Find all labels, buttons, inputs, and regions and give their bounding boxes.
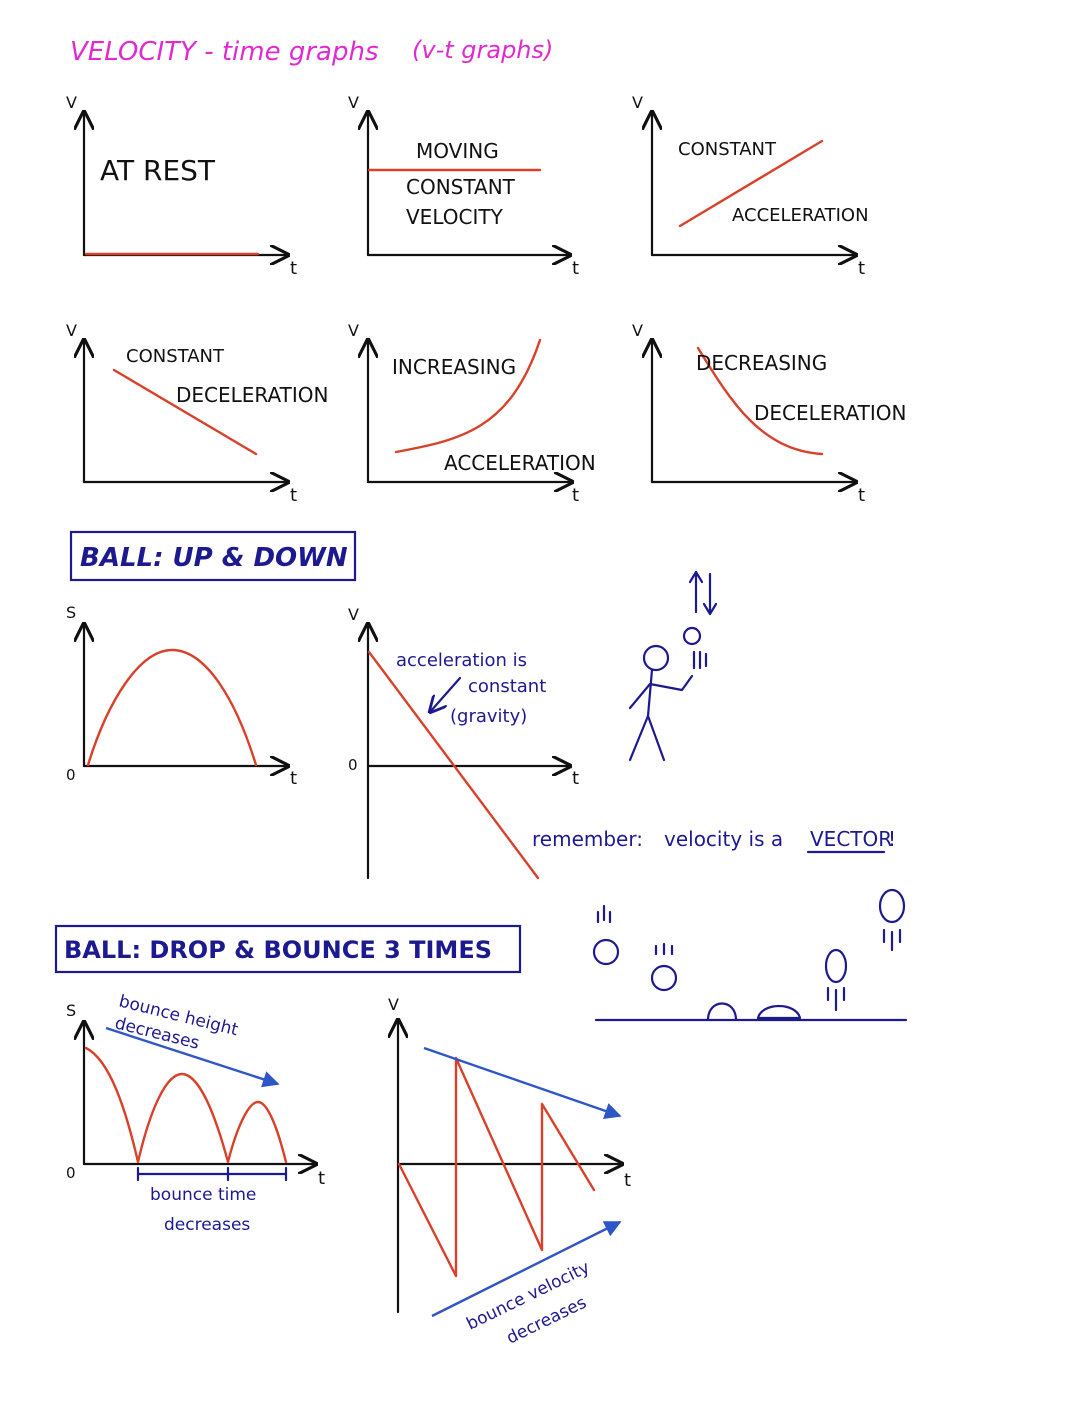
stick-figure-icon bbox=[628, 644, 694, 762]
ball-updown-heading-box bbox=[69, 530, 357, 582]
graph-at-rest: V t AT REST bbox=[66, 93, 297, 279]
v-axis-label: V bbox=[348, 93, 359, 112]
t-axis-label: t bbox=[572, 485, 579, 506]
ball-rising-2 bbox=[878, 888, 906, 924]
bounce-velocity-line bbox=[397, 1056, 596, 1278]
ball-falling-2 bbox=[650, 964, 678, 992]
t-axis-label: t bbox=[572, 768, 579, 789]
constant-label: CONSTANT bbox=[406, 175, 516, 199]
v-axis-label: V bbox=[632, 93, 643, 112]
v-axis-label: V bbox=[348, 605, 359, 624]
constant-label: CONSTANT bbox=[678, 139, 777, 160]
velocity-curve bbox=[394, 338, 542, 454]
bouncing-ball-sequence bbox=[592, 888, 908, 1022]
ball-bounce-heading-box bbox=[54, 924, 522, 974]
up-down-arrows-icon bbox=[688, 570, 718, 616]
page-title: VELOCITY - time graphs bbox=[70, 37, 379, 67]
page-subtitle: (v-t graphs) bbox=[412, 36, 553, 64]
constant-label: CONSTANT bbox=[126, 346, 225, 367]
graph-ball-velocity: V t 0 bbox=[348, 605, 579, 880]
v-axis-label: V bbox=[66, 93, 77, 112]
deceleration-label: DECELERATION bbox=[754, 401, 906, 425]
t-axis-label: t bbox=[290, 258, 297, 279]
motion-lines-icon bbox=[882, 928, 902, 952]
t-axis-label: t bbox=[572, 258, 579, 279]
velocity-line bbox=[367, 650, 540, 880]
velocity-decrease-arrow-bottom-icon bbox=[431, 1220, 622, 1318]
displacement-curve bbox=[86, 648, 258, 767]
note-arrow-icon bbox=[430, 676, 462, 712]
bounce-time-ruler bbox=[136, 1166, 288, 1182]
motion-lines-icon bbox=[596, 904, 612, 924]
graph-constant-velocity: V t MOVING CONSTANT VELOCITY bbox=[348, 93, 579, 279]
velocity-curve bbox=[696, 346, 824, 456]
t-axis-label: t bbox=[858, 485, 865, 506]
graph-constant-acceleration: V t CONSTANT ACCELERATION bbox=[632, 93, 869, 279]
origin-label: 0 bbox=[66, 1164, 76, 1182]
graph-decreasing-deceleration: V t DECREASING DECELERATION bbox=[632, 321, 906, 506]
v-axis-label: V bbox=[348, 321, 359, 340]
motion-lines-icon bbox=[826, 986, 846, 1012]
bounce-time-note-2: decreases bbox=[164, 1215, 250, 1235]
graph-bounce-velocity: V t bbox=[388, 995, 631, 1314]
acceleration-label: ACCELERATION bbox=[444, 451, 596, 475]
graph-increasing-acceleration: V t INCREASING ACCELERATION bbox=[348, 321, 596, 506]
origin-label: 0 bbox=[348, 756, 358, 774]
ball-rising-1 bbox=[824, 948, 848, 984]
graph-bounce-displacement: S t 0 bbox=[66, 1001, 325, 1189]
graph-ball-displacement: S t 0 bbox=[66, 603, 297, 789]
acceleration-note: acceleration is bbox=[396, 650, 527, 671]
ball-falling-1 bbox=[592, 938, 620, 966]
remember-end: ! bbox=[888, 827, 896, 851]
t-axis-label: t bbox=[290, 768, 297, 789]
v-axis-label: V bbox=[632, 321, 643, 340]
motion-lines-icon bbox=[654, 942, 674, 956]
remember-prefix: remember: bbox=[532, 827, 643, 851]
at-rest-label: AT REST bbox=[100, 154, 216, 187]
t-axis-label: t bbox=[318, 1168, 325, 1189]
s-axis-label: S bbox=[66, 603, 76, 622]
t-axis-label: t bbox=[624, 1170, 631, 1191]
gravity-note: (gravity) bbox=[450, 706, 527, 727]
ball-squashed bbox=[756, 1005, 802, 1020]
bouncing-ball-icon bbox=[682, 626, 708, 670]
v-axis-label: V bbox=[66, 321, 77, 340]
bounce-time-note: bounce time bbox=[150, 1185, 256, 1205]
t-axis-label: t bbox=[858, 258, 865, 279]
increasing-label: INCREASING bbox=[392, 355, 516, 379]
deceleration-label: DECELERATION bbox=[176, 383, 328, 407]
graph-constant-deceleration: V t CONSTANT DECELERATION bbox=[66, 321, 328, 506]
velocity-line bbox=[678, 139, 824, 228]
s-axis-label: S bbox=[66, 1001, 76, 1020]
velocity-label: VELOCITY bbox=[406, 205, 504, 229]
velocity-line bbox=[112, 368, 258, 456]
ball-landing bbox=[706, 1002, 738, 1022]
constant-note: constant bbox=[468, 676, 546, 697]
height-decrease-arrow-icon bbox=[105, 1026, 280, 1088]
origin-label: 0 bbox=[66, 766, 76, 784]
v-axis-label: V bbox=[388, 995, 399, 1014]
acceleration-label: ACCELERATION bbox=[732, 205, 869, 226]
remember-text: velocity is a bbox=[664, 827, 783, 851]
ball-updown-heading: BALL: UP & DOWN bbox=[80, 543, 348, 573]
bounce-curve bbox=[84, 1046, 288, 1164]
vector-word: VECTOR bbox=[810, 827, 892, 851]
ball-bounce-heading: BALL: DROP & BOUNCE 3 TIMES bbox=[64, 936, 492, 964]
t-axis-label: t bbox=[290, 485, 297, 506]
moving-label: MOVING bbox=[416, 139, 499, 163]
velocity-decrease-arrow-top-icon bbox=[423, 1046, 622, 1119]
decreasing-label: DECREASING bbox=[696, 351, 827, 375]
